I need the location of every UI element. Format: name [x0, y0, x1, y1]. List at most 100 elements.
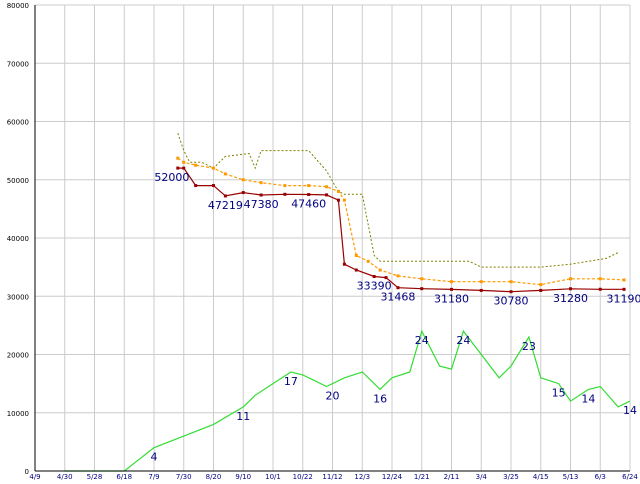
x-tick-label: 12/3 — [354, 473, 370, 480]
data-point-mean — [539, 283, 542, 286]
data-point-mean — [307, 184, 310, 187]
data-point-price — [325, 193, 328, 196]
data-point-mean — [224, 172, 227, 175]
x-tick-label: 6/18 — [116, 473, 132, 480]
data-label: 47219 — [208, 199, 243, 212]
x-tick-label: 3/4 — [476, 473, 488, 480]
data-point-price — [283, 193, 286, 196]
x-tick-label: 10/22 — [293, 473, 313, 480]
data-label: 24 — [415, 334, 429, 347]
x-tick-label: 11/12 — [322, 473, 342, 480]
x-tick-label: 7/30 — [176, 473, 192, 480]
data-label: 31190 — [607, 292, 640, 305]
data-point-mean — [450, 280, 453, 283]
data-point-mean — [379, 269, 382, 272]
data-point-price — [194, 184, 197, 187]
data-label: 31468 — [380, 291, 415, 304]
x-tick-label: 7/9 — [148, 473, 159, 480]
data-label: 52000 — [154, 171, 189, 184]
y-tick-label: 30000 — [7, 293, 29, 301]
data-point-price — [450, 288, 453, 291]
x-tick-label: 4/30 — [57, 473, 73, 480]
data-label: 31280 — [553, 292, 588, 305]
data-label: 30780 — [494, 295, 529, 308]
data-point-price — [599, 288, 602, 291]
data-label: 47460 — [291, 198, 326, 211]
data-point-price — [539, 289, 542, 292]
x-tick-label: 3/25 — [503, 473, 519, 480]
data-label: 17 — [284, 375, 298, 388]
data-label: 47380 — [244, 198, 279, 211]
data-point-price — [307, 193, 310, 196]
data-point-price — [420, 287, 423, 290]
x-tick-label: 6/3 — [595, 473, 606, 480]
data-point-price — [569, 287, 572, 290]
y-tick-label: 50000 — [7, 177, 29, 185]
data-point-price — [343, 263, 346, 266]
data-label: 16 — [373, 392, 387, 405]
data-point-price — [396, 286, 399, 289]
data-point-mean — [569, 277, 572, 280]
x-tick-label: 12/24 — [382, 473, 403, 480]
data-point-mean — [355, 254, 358, 257]
data-point-price — [176, 167, 179, 170]
data-point-mean — [396, 274, 399, 277]
x-tick-label: 6/24 — [622, 473, 638, 480]
data-point-mean — [420, 277, 423, 280]
data-point-price — [182, 167, 185, 170]
y-tick-label: 20000 — [7, 352, 29, 360]
x-tick-label: 8/20 — [206, 473, 222, 480]
x-tick-label: 5/13 — [563, 473, 579, 480]
data-point-mean — [182, 161, 185, 164]
data-point-mean — [367, 260, 370, 263]
data-point-price — [355, 269, 358, 272]
data-point-price — [242, 191, 245, 194]
x-tick-label: 4/15 — [533, 473, 549, 480]
data-label: 14 — [623, 404, 637, 417]
x-axis-ticks: 4/9 4/30 5/28 6/18 7/9 7/30 8/20 9/10 10/1 10/22 1… — [29, 473, 638, 480]
data-point-price — [510, 290, 513, 293]
x-tick-label: 5/28 — [87, 473, 103, 480]
y-tick-label: 0 — [25, 468, 29, 476]
data-label: 14 — [581, 392, 595, 405]
data-point-mean — [343, 199, 346, 202]
data-label: 24 — [456, 334, 470, 347]
data-point-mean — [337, 190, 340, 193]
data-point-mean — [325, 185, 328, 188]
x-tick-label: 1/21 — [414, 473, 430, 480]
y-tick-label: 10000 — [7, 410, 29, 418]
data-point-mean — [212, 167, 215, 170]
data-point-price — [224, 194, 227, 197]
data-label: 23 — [522, 340, 536, 353]
data-point-mean — [194, 164, 197, 167]
data-point-mean — [599, 277, 602, 280]
data-point-mean — [176, 157, 179, 160]
data-point-mean — [623, 278, 626, 281]
x-tick-label: 2/11 — [444, 473, 460, 480]
data-point-mean — [510, 280, 513, 283]
y-tick-label: 70000 — [7, 60, 29, 68]
x-tick-label: 10/1 — [265, 473, 281, 480]
data-label: 15 — [552, 387, 566, 400]
data-point-mean — [283, 184, 286, 187]
data-point-price — [373, 275, 376, 278]
y-tick-label: 60000 — [7, 119, 29, 127]
data-point-price — [337, 199, 340, 202]
y-tick-label: 80000 — [7, 2, 29, 10]
data-point-mean — [480, 280, 483, 283]
data-point-price — [480, 289, 483, 292]
data-label: 31180 — [434, 292, 469, 305]
data-point-price — [623, 288, 626, 291]
data-label: 4 — [151, 451, 158, 464]
data-point-mean — [242, 178, 245, 181]
data-label: 20 — [326, 390, 340, 403]
data-label: 11 — [236, 410, 250, 423]
data-point-price — [260, 194, 263, 197]
x-tick-label: 4/9 — [29, 473, 40, 480]
x-tick-label: 9/10 — [235, 473, 251, 480]
data-point-price — [212, 184, 215, 187]
y-tick-label: 40000 — [7, 235, 29, 243]
